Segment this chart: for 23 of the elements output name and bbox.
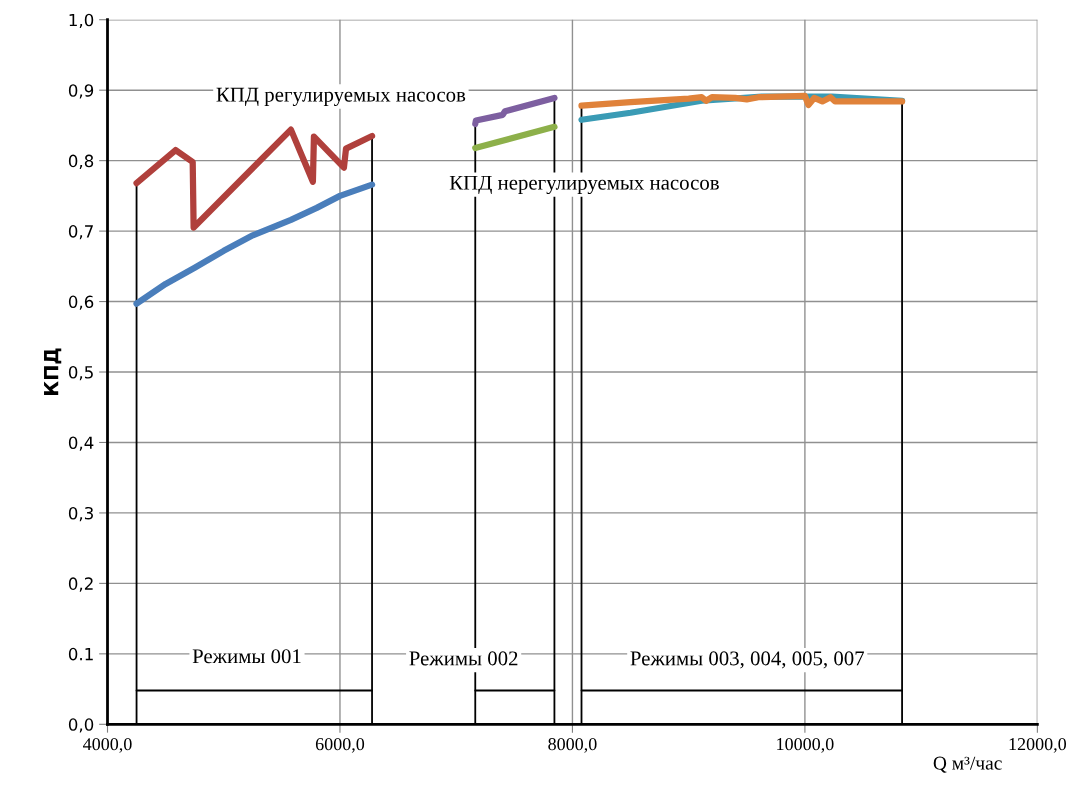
annotation: КПД нерегулируемых насосов <box>449 175 719 195</box>
x-tick-label: 6000,0 <box>315 738 365 753</box>
y-tick-label: 0,9 <box>68 84 94 99</box>
y-tick-label: 1,0 <box>69 13 94 28</box>
y-tick-label: 0.1 <box>68 647 93 661</box>
x-tick-label: 12000,0 <box>1009 738 1067 753</box>
y-tick-label: 0,0 <box>68 718 94 733</box>
y-tick-label: 0,8 <box>68 154 94 169</box>
y-tick-label: 0,6 <box>68 295 94 310</box>
x-axis-title: Q м³/час <box>933 756 1002 773</box>
annotation: КПД регулируемых насосов <box>216 87 466 106</box>
x-tick-label: 4000,0 <box>83 738 132 753</box>
y-axis-title: КПД <box>44 348 62 395</box>
y-tick-label: 0,4 <box>68 436 94 451</box>
y-tick-label: 0,3 <box>68 506 93 522</box>
x-tick-label: 10000,0 <box>777 738 834 753</box>
y-tick-label: 0,5 <box>68 365 93 381</box>
annotation: Режимы 003, 004, 005, 007 <box>630 651 865 669</box>
annotation: Режимы 001 <box>192 649 301 664</box>
y-tick-label: 0,2 <box>68 577 93 592</box>
x-tick-label: 8000,0 <box>548 738 597 753</box>
annotation: Режимы 002 <box>409 651 518 666</box>
y-tick-label: 0,7 <box>68 225 93 240</box>
